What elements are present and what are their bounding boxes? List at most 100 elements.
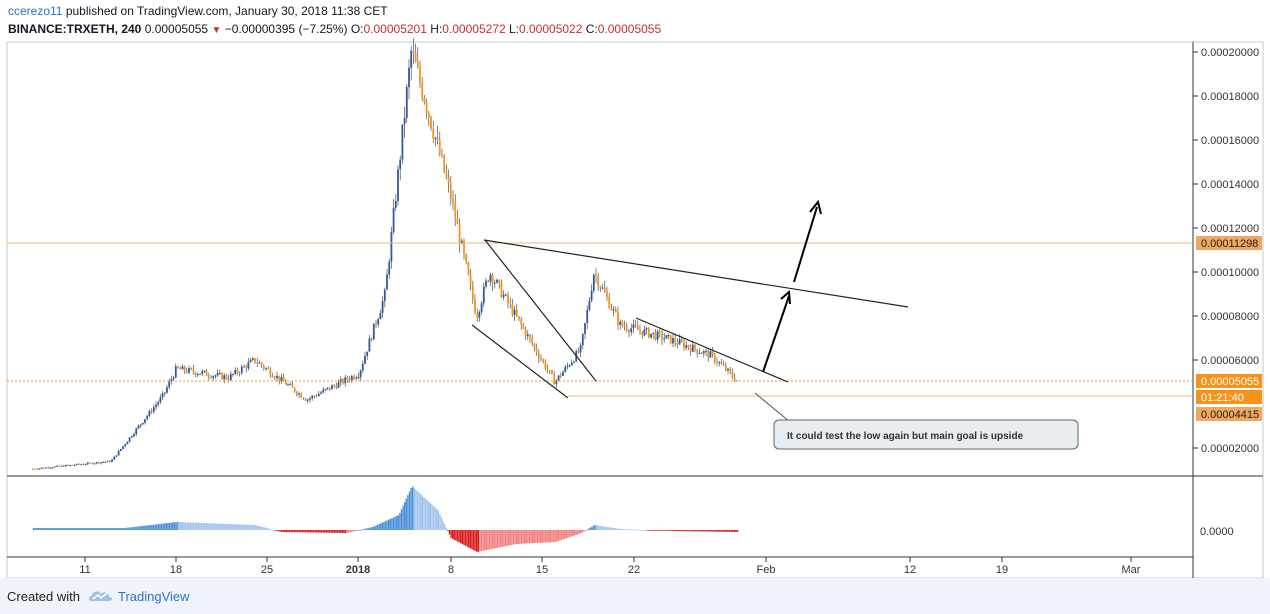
histogram-bar bbox=[322, 530, 324, 533]
histogram-bar bbox=[263, 527, 265, 530]
histogram-bar bbox=[333, 530, 335, 533]
candle bbox=[434, 136, 437, 147]
candle bbox=[348, 376, 351, 383]
candle bbox=[674, 333, 677, 347]
callout-box[interactable] bbox=[773, 419, 1079, 450]
candle bbox=[302, 397, 305, 401]
candle bbox=[287, 383, 289, 387]
histogram-bar bbox=[277, 530, 279, 532]
histogram-bar bbox=[616, 528, 619, 530]
histogram-bar bbox=[167, 523, 169, 530]
candle bbox=[172, 375, 175, 382]
candle bbox=[698, 348, 701, 355]
arrow-1-shaft[interactable] bbox=[762, 295, 790, 373]
histogram-bar bbox=[405, 498, 407, 530]
histogram-bar bbox=[266, 528, 268, 530]
histogram-bar bbox=[135, 526, 137, 530]
histogram-bar bbox=[148, 525, 150, 530]
histogram-bar bbox=[560, 530, 563, 540]
candle bbox=[190, 367, 193, 371]
histogram-bar bbox=[607, 527, 609, 530]
histogram-bar bbox=[239, 524, 241, 530]
candle bbox=[185, 367, 188, 374]
histogram-bar bbox=[500, 530, 502, 548]
candle bbox=[401, 124, 404, 164]
histogram-bar bbox=[504, 530, 507, 547]
candle bbox=[58, 465, 61, 467]
histogram-bar bbox=[418, 492, 420, 530]
descending-trendline[interactable] bbox=[635, 317, 789, 383]
histogram-bar bbox=[636, 529, 638, 531]
close-label: C: bbox=[585, 22, 598, 36]
histogram-bar bbox=[370, 527, 372, 530]
histogram-bar bbox=[580, 530, 582, 534]
histogram-bar bbox=[538, 530, 540, 543]
histogram-bar bbox=[39, 528, 41, 530]
candle bbox=[289, 381, 292, 386]
histogram-bar bbox=[325, 530, 327, 533]
candle bbox=[623, 320, 626, 331]
histogram-bar bbox=[666, 530, 668, 531]
histogram-bar bbox=[170, 522, 172, 530]
histogram-bar bbox=[706, 530, 708, 532]
last-price: 0.00005055 bbox=[144, 22, 209, 36]
candle bbox=[509, 297, 512, 309]
histogram-bar bbox=[351, 530, 353, 532]
histogram-bar bbox=[116, 528, 118, 530]
histogram-bar bbox=[447, 530, 449, 532]
author-link[interactable]: ccerezo11 bbox=[8, 4, 63, 18]
arrow-2-shaft[interactable] bbox=[793, 206, 818, 283]
chart-canvas[interactable]: 0.00020000 0.00018000 0.00016000 0.00014000… bbox=[0, 0, 1270, 578]
price-marker[interactable]: 01:21:40 bbox=[1196, 390, 1262, 404]
histogram-bar bbox=[63, 528, 65, 530]
price-marker[interactable]: 0.00005055 bbox=[1196, 374, 1262, 388]
histogram-bar bbox=[509, 530, 511, 546]
candle bbox=[672, 333, 674, 348]
histogram-bar bbox=[642, 529, 644, 531]
histogram-bar bbox=[432, 505, 435, 530]
candle bbox=[161, 391, 164, 401]
histogram-bar bbox=[292, 530, 294, 533]
histogram-bar bbox=[623, 529, 625, 530]
candle bbox=[137, 424, 140, 430]
histogram-bar bbox=[552, 530, 555, 543]
candle bbox=[687, 344, 690, 350]
histogram-bar bbox=[120, 528, 123, 530]
candle bbox=[515, 303, 518, 318]
histogram-bar bbox=[269, 529, 271, 530]
histogram-bar bbox=[648, 530, 651, 531]
histogram-bar bbox=[554, 530, 556, 543]
histogram-bar bbox=[87, 528, 89, 530]
price-marker[interactable]: 0.00011298 bbox=[1196, 236, 1262, 250]
upper-trendline[interactable] bbox=[483, 239, 909, 308]
candle bbox=[236, 367, 239, 376]
histogram-bar bbox=[575, 530, 577, 535]
candle bbox=[280, 373, 283, 384]
histogram-bar bbox=[332, 530, 334, 533]
candle bbox=[201, 369, 204, 377]
wedge-lower-line[interactable] bbox=[471, 324, 569, 399]
histogram-bar bbox=[450, 530, 452, 538]
histogram-bar bbox=[388, 519, 390, 530]
candle bbox=[489, 272, 492, 287]
candle bbox=[676, 338, 679, 349]
callout-pointer bbox=[754, 392, 791, 423]
tradingview-link[interactable]: TradingView bbox=[118, 589, 190, 604]
price-marker[interactable]: 0.00004415 bbox=[1196, 407, 1262, 421]
histogram-bar bbox=[701, 530, 703, 532]
candle bbox=[665, 335, 668, 339]
wedge-upper-line[interactable] bbox=[484, 239, 597, 382]
candle bbox=[537, 349, 540, 363]
histogram-bar bbox=[288, 530, 291, 533]
histogram-bar bbox=[464, 530, 467, 546]
histogram-bar bbox=[143, 525, 145, 530]
histogram-bar bbox=[663, 530, 665, 531]
candle bbox=[630, 323, 633, 336]
histogram-bar bbox=[311, 530, 313, 533]
histogram-bar bbox=[420, 494, 422, 530]
candle bbox=[496, 278, 498, 284]
histogram-bar bbox=[119, 528, 121, 530]
histogram-bar bbox=[548, 530, 550, 543]
histogram-bar bbox=[264, 527, 267, 530]
histogram-bar bbox=[506, 530, 508, 546]
